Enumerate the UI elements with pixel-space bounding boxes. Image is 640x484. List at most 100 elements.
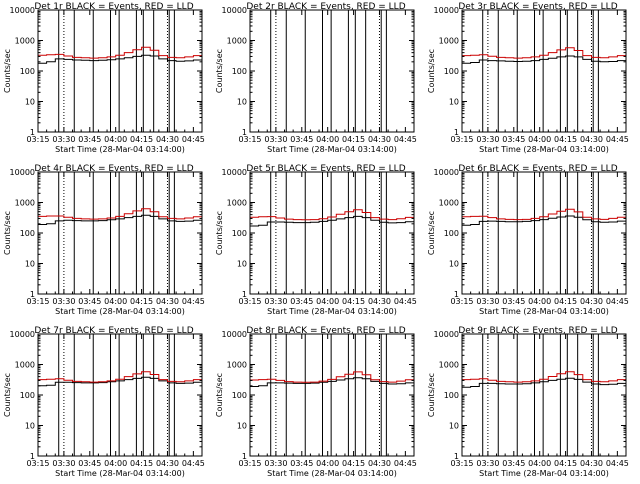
- y-tick-label: 1000: [227, 37, 247, 46]
- x-axis-label: Start Time (28-Mar-04 03:14:00): [55, 307, 185, 316]
- x-tick-label: 03:45: [78, 297, 101, 306]
- x-tick-label: 04:00: [316, 297, 339, 306]
- x-tick-label: 03:15: [26, 459, 49, 468]
- panel-title: Det 2r BLACK = Events, RED = LLD: [246, 2, 405, 12]
- x-tick-label: 03:30: [264, 297, 287, 306]
- plot-frame: [461, 171, 627, 295]
- y-tick-label: 1: [30, 452, 35, 461]
- panel-title: Det 3r BLACK = Events, RED = LLD: [458, 2, 617, 12]
- x-tick-label: 04:00: [528, 135, 551, 144]
- panel-det9r: Det 9r BLACK = Events, RED = LLD Counts/s…: [427, 326, 629, 478]
- series-line-events: [38, 54, 203, 64]
- y-tick-label: 100: [20, 67, 35, 76]
- plot-frame: [249, 9, 415, 133]
- x-tick-label: 03:45: [290, 297, 313, 306]
- y-axis-label: Counts/sec: [427, 373, 436, 417]
- panel-title: Det 4r BLACK = Events, RED = LLD: [34, 164, 193, 174]
- y-tick-label: 100: [232, 67, 247, 76]
- x-tick-label: 03:30: [52, 297, 75, 306]
- y-tick-label: 1000: [227, 361, 247, 370]
- y-tick-label: 10: [25, 260, 35, 269]
- series-line-lld: [38, 208, 203, 220]
- plot-frame: [37, 171, 203, 295]
- y-tick-label: 1: [242, 128, 247, 137]
- x-tick-label: 04:30: [156, 297, 179, 306]
- y-tick-label: 10: [449, 98, 459, 107]
- x-tick-label: 04:30: [156, 459, 179, 468]
- y-tick-label: 100: [444, 67, 459, 76]
- panel-title: Det 8r BLACK = Events, RED = LLD: [246, 326, 405, 336]
- x-tick-label: 04:15: [130, 297, 153, 306]
- x-tick-label: 04:00: [104, 297, 127, 306]
- series-line-lld: [250, 209, 415, 221]
- y-tick-label: 1: [30, 128, 35, 137]
- y-tick-label: 1000: [15, 361, 35, 370]
- y-axis-label: Counts/sec: [215, 211, 224, 255]
- y-tick-label: 1000: [15, 199, 35, 208]
- x-tick-label: 04:45: [182, 297, 205, 306]
- panel-title: Det 9r BLACK = Events, RED = LLD: [458, 326, 617, 336]
- y-tick-label: 10000: [10, 168, 35, 177]
- x-tick-label: 04:30: [580, 459, 603, 468]
- panel-det1r: Det 1r BLACK = Events, RED = LLD Counts/s…: [3, 2, 205, 154]
- x-tick-label: 03:30: [476, 297, 499, 306]
- x-tick-label: 04:00: [104, 135, 127, 144]
- x-axis-label: Start Time (28-Mar-04 03:14:00): [479, 145, 609, 154]
- x-axis-label: Start Time (28-Mar-04 03:14:00): [55, 145, 185, 154]
- series-line-events: [462, 377, 627, 388]
- y-tick-label: 10000: [222, 6, 247, 15]
- y-axis-label: Counts/sec: [3, 49, 12, 93]
- x-tick-label: 03:15: [450, 459, 473, 468]
- series-line-events: [462, 55, 627, 64]
- plot-frame: [37, 9, 203, 133]
- series-line-lld: [462, 208, 627, 221]
- x-tick-label: 03:45: [502, 297, 525, 306]
- x-tick-label: 04:00: [316, 135, 339, 144]
- plot-frame: [249, 171, 415, 295]
- y-tick-label: 10000: [434, 330, 459, 339]
- panel-title: Det 1r BLACK = Events, RED = LLD: [34, 2, 193, 12]
- x-tick-label: 04:00: [528, 297, 551, 306]
- panel-title: Det 6r BLACK = Events, RED = LLD: [458, 164, 617, 174]
- x-axis-label: Start Time (28-Mar-04 03:14:00): [55, 469, 185, 478]
- series-line-events: [250, 377, 415, 387]
- y-axis-label: Counts/sec: [427, 49, 436, 93]
- y-axis-label: Counts/sec: [3, 373, 12, 417]
- panel-det7r: Det 7r BLACK = Events, RED = LLD Counts/s…: [3, 326, 205, 478]
- y-tick-label: 1: [454, 290, 459, 299]
- x-tick-label: 04:30: [580, 297, 603, 306]
- x-tick-label: 03:15: [238, 297, 261, 306]
- x-tick-label: 04:45: [606, 297, 629, 306]
- series-line-lld: [250, 371, 415, 383]
- x-tick-label: 04:00: [104, 459, 127, 468]
- y-tick-label: 10: [237, 422, 247, 431]
- x-tick-label: 04:30: [368, 459, 391, 468]
- y-tick-label: 100: [232, 391, 247, 400]
- y-axis-label: Counts/sec: [215, 373, 224, 417]
- plot-frame: [37, 333, 203, 457]
- x-tick-label: 03:15: [238, 459, 261, 468]
- x-tick-label: 04:30: [156, 135, 179, 144]
- x-tick-label: 03:45: [290, 135, 313, 144]
- y-tick-label: 100: [20, 229, 35, 238]
- y-tick-label: 1: [30, 290, 35, 299]
- x-tick-label: 04:15: [554, 297, 577, 306]
- x-tick-label: 03:45: [78, 135, 101, 144]
- x-tick-label: 03:30: [52, 459, 75, 468]
- x-tick-label: 04:45: [606, 459, 629, 468]
- plot-frame: [249, 333, 415, 457]
- series-line-events: [462, 215, 627, 226]
- panel-det6r: Det 6r BLACK = Events, RED = LLD Counts/s…: [427, 164, 629, 316]
- y-tick-label: 1000: [439, 361, 459, 370]
- y-tick-label: 10000: [10, 330, 35, 339]
- y-tick-label: 1: [242, 452, 247, 461]
- y-tick-label: 1: [242, 290, 247, 299]
- y-tick-label: 1000: [439, 199, 459, 208]
- x-tick-label: 03:15: [450, 297, 473, 306]
- series-line-events: [38, 214, 203, 225]
- y-tick-label: 10000: [10, 6, 35, 15]
- x-tick-label: 04:15: [342, 135, 365, 144]
- x-tick-label: 04:15: [130, 459, 153, 468]
- panel-det4r: Det 4r BLACK = Events, RED = LLD Counts/s…: [3, 164, 205, 316]
